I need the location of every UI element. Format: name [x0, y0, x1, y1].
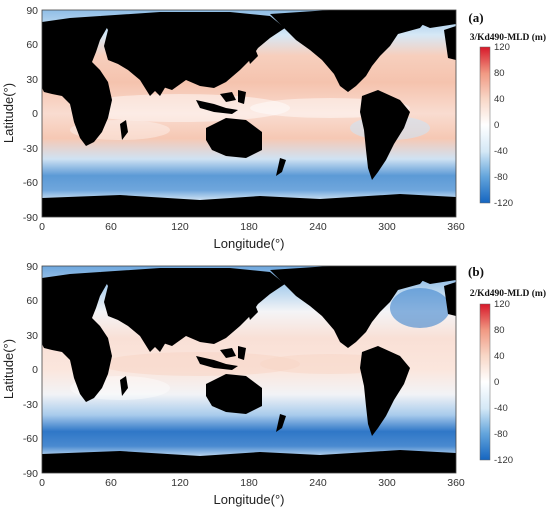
map-panel-a: 90 60 30 0 -30 -60 -90 Latitude(°) 0 60 … — [0, 0, 550, 258]
colorbar-tick-label: 80 — [494, 325, 505, 336]
australia-landmass — [206, 374, 262, 414]
colorbar-tick-label: -80 — [494, 429, 508, 440]
y-tick-label: -30 — [23, 143, 38, 155]
x-axis: 0 60 120 180 240 300 360 Longitude(°) — [39, 221, 465, 251]
india-landmass — [150, 70, 166, 96]
x-axis-title: Longitude(°) — [214, 492, 285, 507]
colorbar-tick-label: 0 — [494, 377, 499, 388]
colorbar-tick-label: -40 — [494, 403, 508, 414]
y-tick-label: -90 — [23, 468, 38, 480]
y-tick-label: -60 — [23, 177, 38, 189]
north-america-landmass — [270, 266, 430, 348]
y-tick-label: 60 — [26, 39, 38, 51]
madagascar-landmass — [120, 120, 128, 140]
indonesia-landmass — [196, 356, 238, 370]
madagascar-landmass — [120, 376, 128, 396]
y-tick-label: 90 — [26, 5, 38, 17]
x-tick-label: 60 — [105, 221, 117, 233]
y-tick-label: 0 — [32, 108, 38, 120]
colorbar — [479, 303, 491, 461]
y-tick-label: -30 — [23, 399, 38, 411]
y-axis-title: Latitude(°) — [1, 83, 16, 143]
x-tick-label: 180 — [240, 221, 258, 233]
x-tick-label: 0 — [39, 221, 45, 233]
x-tick-label: 120 — [171, 221, 189, 233]
y-tick-label: 30 — [26, 330, 38, 342]
x-tick-label: 360 — [447, 477, 465, 489]
australia-landmass — [206, 118, 262, 158]
y-tick-label: 30 — [26, 74, 38, 86]
africa-europe-landmass — [42, 16, 112, 146]
y-axis: 90 60 30 0 -30 -60 -90 Latitude(°) — [1, 5, 38, 224]
x-tick-label: 360 — [447, 221, 465, 233]
y-axis: 90 60 30 0 -30 -60 -90 Latitude(°) — [1, 261, 38, 480]
colorbar-tick-label: -40 — [494, 146, 508, 157]
greenland-landmass — [400, 266, 456, 284]
x-tick-label: 240 — [309, 221, 327, 233]
x-tick-label: 300 — [378, 477, 396, 489]
x-tick-label: 60 — [105, 477, 117, 489]
y-tick-label: -90 — [23, 212, 38, 224]
colorbar-title: 3/Kd490-MLD (m) — [470, 32, 546, 43]
africa-europe-landmass — [42, 272, 112, 402]
x-tick-label: 0 — [39, 477, 45, 489]
antarctica-landmass — [42, 450, 456, 473]
south-america-landmass — [360, 346, 410, 436]
colorbar-title: 2/Kd490-MLD (m) — [470, 288, 546, 299]
colorbar-tick-label: 120 — [494, 299, 510, 310]
y-tick-label: 60 — [26, 295, 38, 307]
colorbar-ticks: 120 80 40 0 -40 -80 -120 — [494, 42, 513, 209]
map-frame — [41, 265, 457, 474]
colorbar-tick-label: -120 — [494, 455, 513, 466]
x-tick-label: 300 — [378, 221, 396, 233]
panel-label: (b) — [468, 264, 484, 279]
colorbar-tick-label: 40 — [494, 94, 505, 105]
x-tick-label: 120 — [171, 477, 189, 489]
asia-landmass — [100, 12, 285, 96]
y-axis-title: Latitude(°) — [1, 339, 16, 399]
y-tick-label: 90 — [26, 261, 38, 273]
north-america-landmass — [270, 10, 430, 92]
antarctica-landmass — [42, 194, 456, 217]
new-zealand-landmass — [276, 158, 286, 176]
y-tick-label: 0 — [32, 364, 38, 376]
land-masses — [42, 266, 456, 473]
south-america-landmass — [360, 90, 410, 180]
colorbar-ticks: 120 80 40 0 -40 -80 -120 — [494, 299, 513, 466]
colorbar-tick-label: 40 — [494, 351, 505, 362]
colorbar-tick-label: -120 — [494, 198, 513, 209]
colorbar-tick-label: 80 — [494, 68, 505, 79]
map-frame — [41, 9, 457, 218]
greenland-landmass — [400, 10, 456, 28]
map-panel-b: 90 60 30 0 -30 -60 -90 Latitude(°) 0 60 … — [0, 258, 550, 520]
panel-label: (a) — [468, 10, 483, 25]
new-zealand-landmass — [276, 414, 286, 432]
land-masses — [42, 10, 456, 217]
india-landmass — [150, 326, 166, 352]
asia-landmass — [100, 268, 285, 352]
colorbar-tick-label: 120 — [494, 42, 510, 53]
x-tick-label: 240 — [309, 477, 327, 489]
x-axis-title: Longitude(°) — [214, 236, 285, 251]
colorbar-tick-label: -80 — [494, 172, 508, 183]
y-tick-label: -60 — [23, 433, 38, 445]
x-tick-label: 180 — [240, 477, 258, 489]
colorbar — [479, 46, 491, 204]
indonesia-landmass — [196, 100, 238, 114]
colorbar-tick-label: 0 — [494, 120, 499, 131]
x-axis: 0 60 120 180 240 300 360 Longitude(°) — [39, 477, 465, 507]
